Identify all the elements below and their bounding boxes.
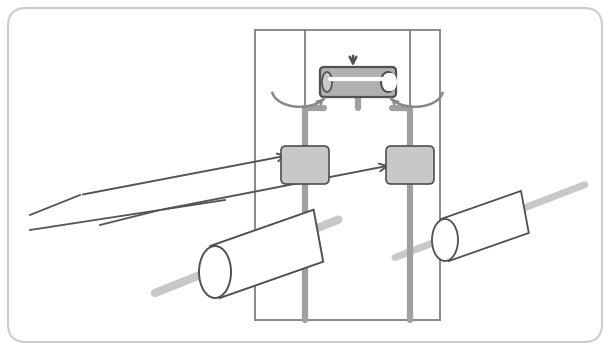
Ellipse shape [381, 72, 395, 92]
Polygon shape [441, 191, 529, 261]
FancyBboxPatch shape [320, 67, 396, 97]
FancyBboxPatch shape [8, 8, 602, 342]
Ellipse shape [432, 219, 458, 261]
Polygon shape [210, 210, 323, 298]
Ellipse shape [322, 72, 332, 92]
Ellipse shape [385, 73, 397, 91]
FancyBboxPatch shape [281, 146, 329, 184]
FancyBboxPatch shape [386, 146, 434, 184]
Ellipse shape [199, 246, 231, 298]
